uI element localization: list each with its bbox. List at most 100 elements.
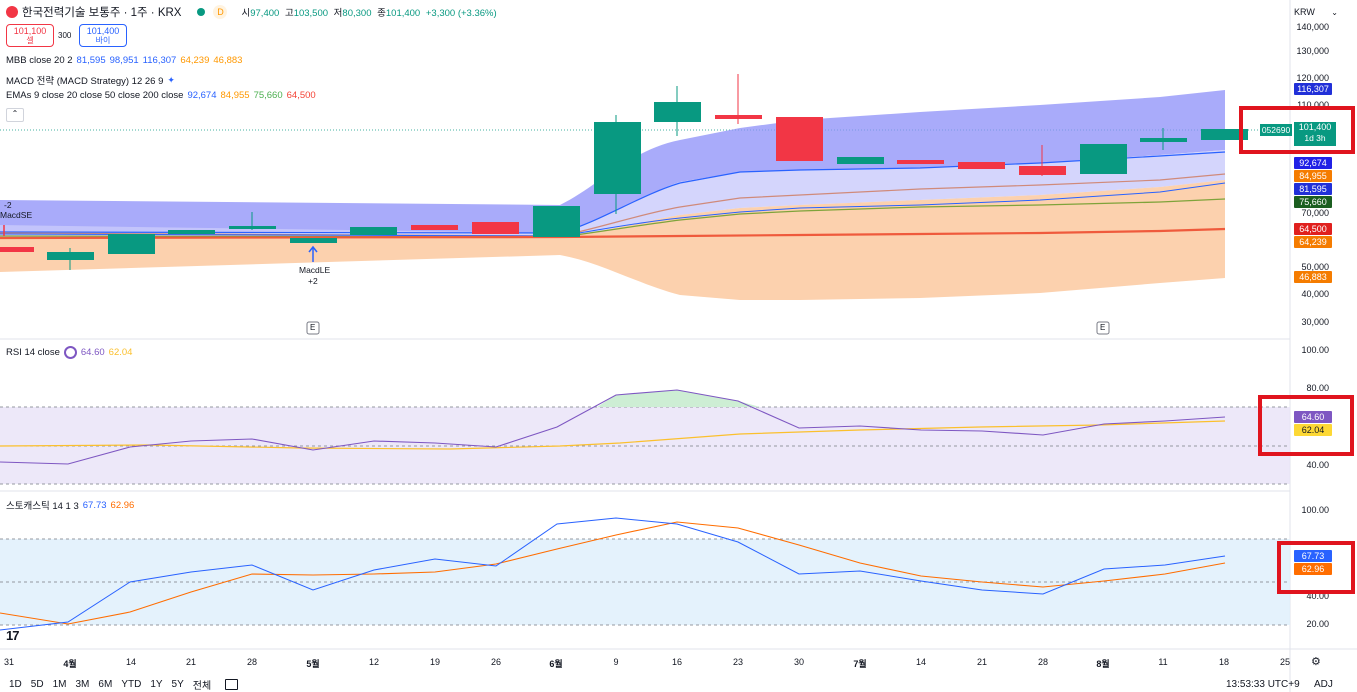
- time-axis-label: 28: [1037, 657, 1049, 667]
- ohlc-change: +3,300 (+3.36%): [425, 8, 497, 19]
- date-range-calendar-icon[interactable]: [225, 678, 239, 690]
- mbb-basis-value: 81,595: [76, 55, 106, 66]
- macd-name: MACD 전략 (MACD Strategy) 12 26 9: [6, 76, 164, 87]
- price-axis-label: 140,000: [1296, 22, 1329, 32]
- rsi-ma-line: [0, 420, 1226, 450]
- timeframe-5d[interactable]: 5D: [30, 678, 44, 690]
- collapse-legend-button[interactable]: ⌃: [6, 108, 24, 122]
- mbb-v2: 98,951: [109, 55, 139, 66]
- candle: [715, 115, 762, 119]
- sell-button[interactable]: 101,100 셀: [6, 24, 54, 47]
- buy-button[interactable]: 101,400 바이: [79, 24, 127, 47]
- timeframe-3m[interactable]: 3M: [75, 678, 90, 690]
- lower-band2-tag: 46,883: [1294, 271, 1332, 283]
- settings-gear-icon[interactable]: ⚙: [1311, 656, 1321, 668]
- basis-tag: 81,595: [1294, 183, 1332, 195]
- rsi-overbought-fill: [597, 390, 760, 407]
- ohlc-open-key: 시: [241, 8, 251, 19]
- highlight-box: [1258, 395, 1354, 456]
- candle: [897, 160, 944, 164]
- tradingview-logo-icon[interactable]: 17: [6, 628, 20, 643]
- timeframe-6m[interactable]: 6M: [98, 678, 113, 690]
- rsi-axis-label: 100.00: [1301, 345, 1329, 355]
- macd-legend[interactable]: MACD 전략 (MACD Strategy) 12 26 9 ✦: [6, 73, 175, 88]
- currency-select[interactable]: KRW ⌄: [1294, 4, 1338, 20]
- mbb-lower1-value: 64,239: [180, 55, 210, 66]
- candle: [594, 122, 641, 194]
- stoch-k-value: 67.73: [82, 499, 107, 511]
- time-axis-label: 12: [368, 657, 380, 667]
- timeframe-all[interactable]: 전체: [192, 680, 212, 692]
- adj-toggle[interactable]: ADJ: [1314, 678, 1333, 690]
- ohlc-high: 103,500: [293, 8, 329, 19]
- mbb-name: MBB close 20 2: [6, 55, 73, 66]
- candle: [837, 157, 884, 164]
- time-axis-label: 30: [793, 657, 805, 667]
- earnings-marker[interactable]: E: [1100, 323, 1106, 332]
- le-count: +2: [308, 276, 318, 286]
- timeframe-5y[interactable]: 5Y: [171, 678, 184, 690]
- ohlc-close-key: 종: [377, 8, 386, 19]
- symbol-title[interactable]: 한국전력기술 보통주 · 1주 · KRX: [22, 7, 182, 19]
- candle: [47, 252, 94, 260]
- ema20-value: 84,955: [220, 90, 250, 101]
- timeframe-1m[interactable]: 1M: [52, 678, 67, 690]
- price-axis-label: 70,000: [1301, 208, 1329, 218]
- rsi-axis-label: 40.00: [1306, 460, 1329, 470]
- stoch-k-line: [0, 517, 1226, 631]
- emas-name: EMAs 9 close 20 close 50 close 200 close: [6, 90, 184, 101]
- candle: [1201, 129, 1248, 140]
- time-axis-label: 5월: [306, 659, 320, 669]
- timeframe-ytd[interactable]: YTD: [121, 678, 142, 690]
- lower-band-area: [0, 180, 1225, 300]
- time-axis-label: 9: [613, 657, 619, 667]
- timeframe-1y[interactable]: 1Y: [150, 678, 163, 690]
- emas-legend[interactable]: EMAs 9 close 20 close 50 close 200 close…: [6, 90, 316, 101]
- time-axis-label: 16: [671, 657, 683, 667]
- ema9-value: 92,674: [187, 90, 217, 101]
- candle: [108, 234, 155, 254]
- stoch-d-value: 62.96: [110, 499, 135, 511]
- ema50-tag: 75,660: [1294, 196, 1332, 208]
- highlight-box: [1239, 106, 1355, 154]
- ema50-value: 75,660: [253, 90, 283, 101]
- rsi-ma-value: 62.04: [108, 347, 133, 358]
- mbb-upper-value: 116,307: [142, 55, 177, 66]
- buy-price: 101,400: [86, 26, 120, 36]
- time-axis-label: 8월: [1096, 659, 1110, 669]
- highlight-box: [1277, 541, 1355, 594]
- clock-readout[interactable]: 13:53:33 UTC+9: [1226, 678, 1300, 690]
- timeframe-1d[interactable]: 1D: [9, 678, 22, 690]
- stoch-d-tag: 62.96: [1294, 563, 1332, 575]
- stoch-axis-label: 20.00: [1306, 619, 1329, 629]
- time-axis-label: 18: [1218, 657, 1230, 667]
- candles: [0, 74, 1248, 270]
- rsi-legend[interactable]: RSI 14 close 64.60 62.04: [6, 346, 132, 359]
- upper-band-area: [0, 90, 1225, 233]
- time-axis-label: 21: [976, 657, 988, 667]
- price-axis-label: 120,000: [1296, 73, 1329, 83]
- price-axis-label: 30,000: [1301, 317, 1329, 327]
- stoch-legend[interactable]: 스토캐스틱 14 1 3 67.73 62.96: [6, 498, 135, 513]
- mbb-lower2-value: 46,883: [213, 55, 243, 66]
- sell-label: 셀: [26, 36, 34, 45]
- stoch-axis-label: 40.00: [1306, 591, 1329, 601]
- earnings-marker[interactable]: E: [310, 323, 316, 332]
- mbb-legend[interactable]: MBB close 20 2 81,595 98,951 116,307 64,…: [6, 55, 242, 66]
- earnings-marker-box: [306, 321, 320, 335]
- le-label: MacdLE: [299, 265, 331, 275]
- stoch-k-tag: 67.73: [1294, 550, 1332, 562]
- spread-value: 300: [58, 31, 72, 40]
- ohlc-close: 101,400: [385, 8, 421, 19]
- rsi-ma-tag: 62.04: [1294, 424, 1332, 436]
- upper-band-tag: 116,307: [1294, 83, 1332, 95]
- time-axis-label: 21: [185, 657, 197, 667]
- ohlc-open: 97,400: [250, 8, 280, 19]
- ohlc-high-key: 고: [284, 8, 294, 19]
- time-axis-label: 23: [732, 657, 744, 667]
- last-price: 101,400: [1298, 122, 1332, 132]
- time-axis-label: 14: [915, 657, 927, 667]
- time-axis-label: 25: [1279, 657, 1291, 667]
- ema9-tag: 92,674: [1294, 157, 1332, 169]
